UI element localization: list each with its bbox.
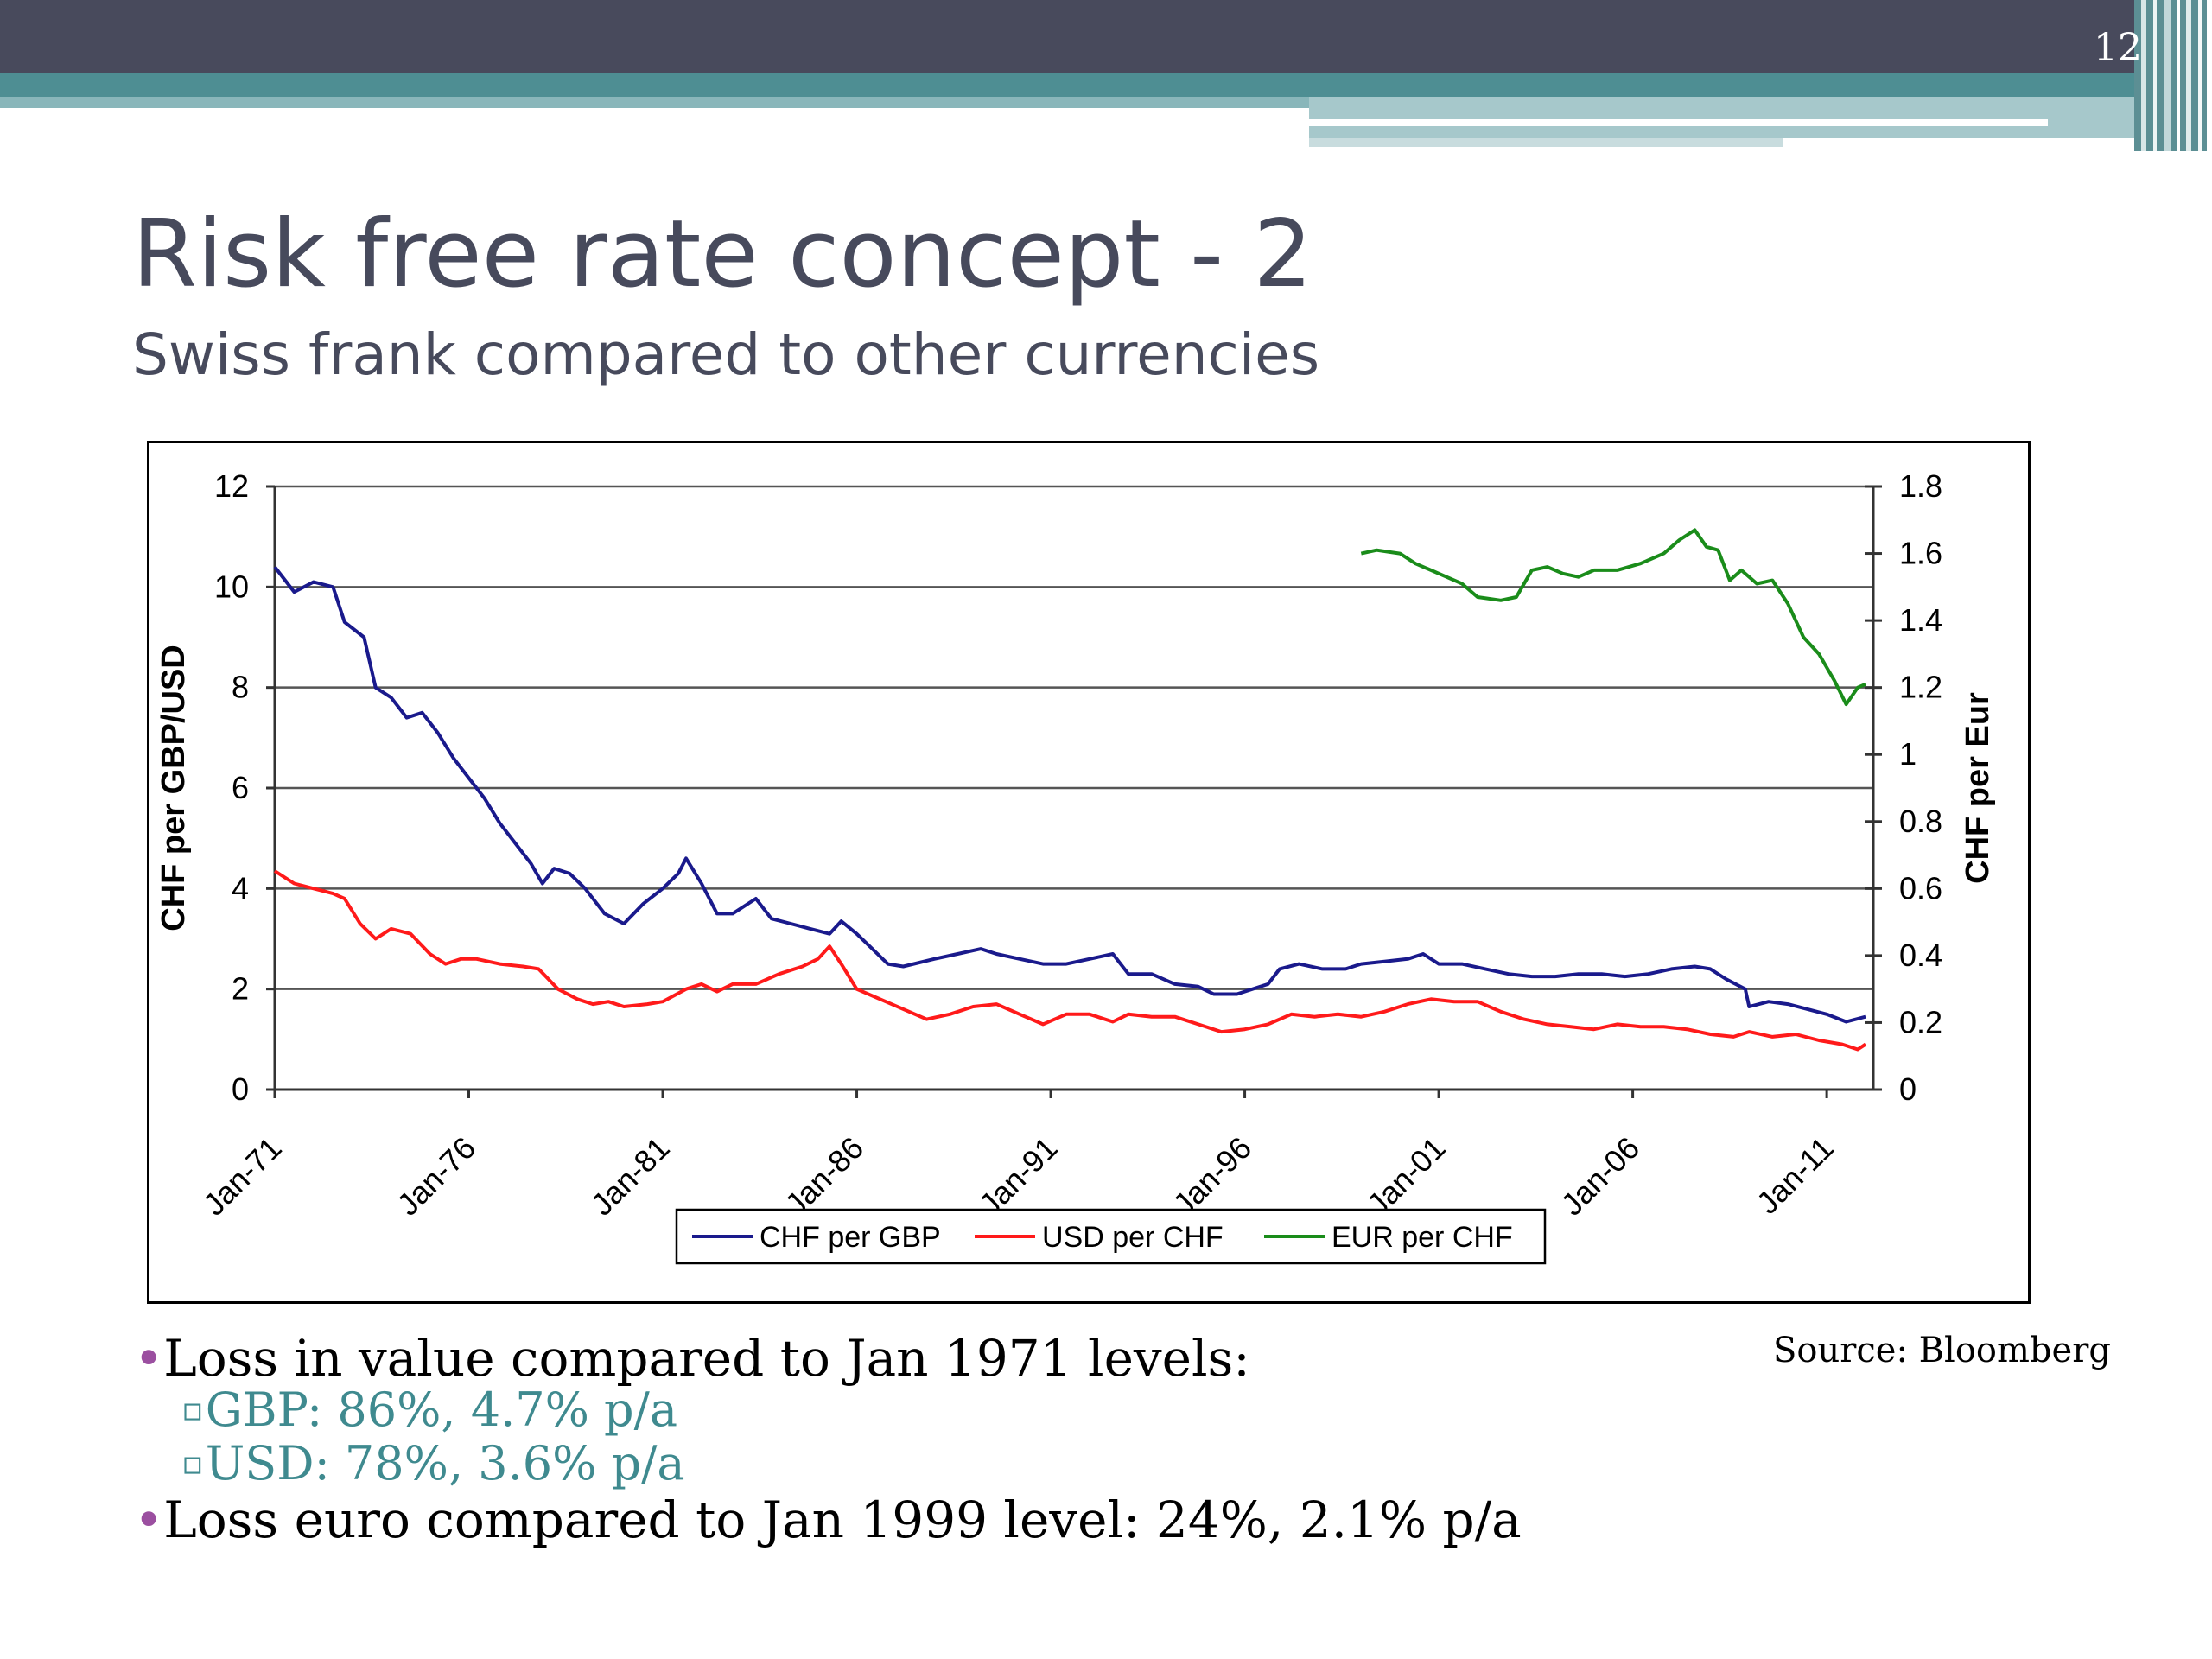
sub-bullet-item: ▫GBP: 86%, 4.7% p/a	[181, 1382, 677, 1437]
source-note: Source: Bloomberg	[1773, 1331, 2111, 1370]
bullet-dot: •	[134, 1491, 164, 1549]
x-tick-label: Jan-01	[1360, 1130, 1452, 1223]
header-stripe-light	[0, 97, 1309, 108]
y-axis-title-right: CHF per Eur	[1960, 692, 1996, 884]
x-tick-label: Jan-96	[1166, 1130, 1258, 1223]
header-stripe	[0, 73, 2169, 97]
y-tick-label-right: 1.2	[1899, 670, 1942, 705]
x-tick-label: Jan-06	[1554, 1130, 1646, 1223]
bullet-text: Loss in value compared to Jan 1971 level…	[163, 1329, 1250, 1388]
bullet-item: •Loss in value compared to Jan 1971 leve…	[134, 1329, 1250, 1388]
y-tick-label-left: 10	[214, 569, 249, 604]
series-line-chf-per-gbp	[273, 565, 1866, 1024]
x-tick-label: Jan-81	[584, 1130, 677, 1223]
y-tick-label-right: 1.4	[1899, 602, 1942, 638]
y-tick-label-right: 0.8	[1899, 804, 1942, 839]
header-bar	[0, 0, 2212, 73]
y-tick-label-right: 0	[1899, 1071, 1916, 1107]
sub-bullet-text: USD: 78%, 3.6% p/a	[205, 1436, 685, 1491]
line-chart: 0 2 4 6 8 10 12 0 0.2 0.4 0.6 0.8 1 1.2 1.4 1.6 1.8 Jan-7…	[156, 468, 1996, 1265]
y-tick-label-left: 2	[232, 971, 249, 1007]
bullet-text: Loss euro compared to Jan 1999 level: 24…	[163, 1491, 1522, 1549]
bullet-dot: •	[134, 1329, 164, 1388]
legend-label: EUR per CHF	[1332, 1221, 1513, 1254]
y-tick-label-left: 8	[232, 670, 249, 705]
y-tick-label-right: 0.6	[1899, 870, 1942, 906]
header-stripe-bottom	[1309, 138, 1783, 147]
y-axis-title-left: CHF per GBP/USD	[156, 645, 192, 931]
sub-bullet-marker: ▫	[181, 1444, 204, 1482]
x-tick-label: Jan-86	[778, 1130, 870, 1223]
y-tick-label-right: 1.6	[1899, 536, 1942, 571]
y-tick-label-left: 0	[232, 1071, 249, 1107]
header-stripes-decoration	[2134, 0, 2212, 151]
y-tick-label-left: 12	[214, 468, 249, 504]
header-stripe-right	[1309, 97, 2169, 138]
y-tick-label-right: 1	[1899, 736, 1916, 772]
x-tick-label: Jan-76	[390, 1130, 482, 1223]
x-tick-label: Jan-71	[196, 1130, 289, 1223]
y-tick-label-left: 4	[232, 870, 249, 906]
legend-label: CHF per GBP	[760, 1221, 941, 1254]
legend-label: USD per CHF	[1042, 1221, 1224, 1254]
y-tick-label-right: 0.4	[1899, 938, 1942, 973]
bullet-item: •Loss euro compared to Jan 1999 level: 2…	[134, 1491, 1522, 1549]
legend-box	[675, 1208, 1547, 1265]
slide-title: Risk free rate concept - 2	[132, 200, 1313, 308]
header-divider	[1309, 119, 2048, 126]
sub-bullet-item: ▫USD: 78%, 3.6% p/a	[181, 1436, 685, 1491]
series-line-eur-per-chf	[1360, 528, 1866, 707]
y-tick-label-right: 0.2	[1899, 1004, 1942, 1039]
series-line-usd-per-chf	[273, 869, 1867, 1052]
chart-frame: 0 2 4 6 8 10 12 0 0.2 0.4 0.6 0.8 1 1.2 1.4 1.6 1.8 Jan-7…	[147, 441, 2031, 1304]
slide-number: 12	[2094, 26, 2142, 70]
y-tick-label-left: 6	[232, 770, 249, 805]
slide-subtitle: Swiss frank compared to other currencies	[132, 321, 1320, 388]
sub-bullet-marker: ▫	[181, 1390, 204, 1428]
x-tick-label: Jan-91	[972, 1130, 1065, 1223]
x-tick-label: Jan-11	[1750, 1130, 1840, 1221]
y-tick-label-right: 1.8	[1899, 468, 1942, 504]
sub-bullet-text: GBP: 86%, 4.7% p/a	[205, 1382, 678, 1437]
